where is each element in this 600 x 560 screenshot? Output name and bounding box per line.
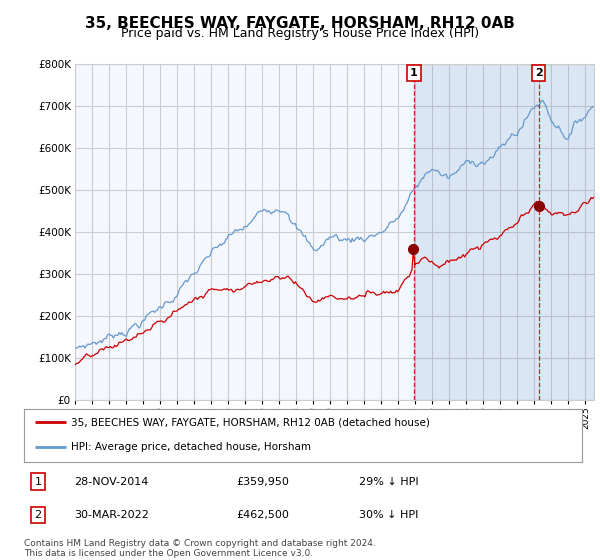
- Text: 2: 2: [535, 68, 542, 78]
- Text: £359,950: £359,950: [236, 477, 289, 487]
- Text: 30% ↓ HPI: 30% ↓ HPI: [359, 510, 418, 520]
- Text: Contains HM Land Registry data © Crown copyright and database right 2024.
This d: Contains HM Land Registry data © Crown c…: [24, 539, 376, 558]
- Text: 29% ↓ HPI: 29% ↓ HPI: [359, 477, 418, 487]
- Text: 1: 1: [410, 68, 418, 78]
- Text: 35, BEECHES WAY, FAYGATE, HORSHAM, RH12 0AB (detached house): 35, BEECHES WAY, FAYGATE, HORSHAM, RH12 …: [71, 417, 430, 427]
- Text: Price paid vs. HM Land Registry's House Price Index (HPI): Price paid vs. HM Land Registry's House …: [121, 27, 479, 40]
- Text: 30-MAR-2022: 30-MAR-2022: [74, 510, 149, 520]
- Text: 28-NOV-2014: 28-NOV-2014: [74, 477, 149, 487]
- Bar: [414, 64, 594, 400]
- Text: £462,500: £462,500: [236, 510, 289, 520]
- Text: 35, BEECHES WAY, FAYGATE, HORSHAM, RH12 0AB: 35, BEECHES WAY, FAYGATE, HORSHAM, RH12 …: [85, 16, 515, 31]
- Text: 2: 2: [34, 510, 41, 520]
- Text: HPI: Average price, detached house, Horsham: HPI: Average price, detached house, Hors…: [71, 442, 311, 452]
- Text: 1: 1: [34, 477, 41, 487]
